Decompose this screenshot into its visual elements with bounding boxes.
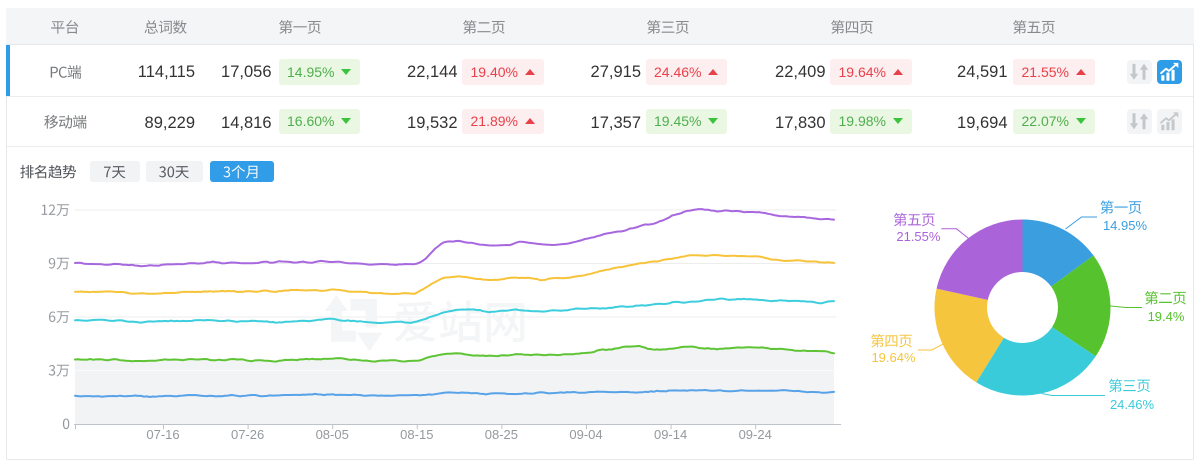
svg-text:09-14: 09-14 — [654, 427, 687, 442]
svg-text:24.46%: 24.46% — [1110, 397, 1155, 412]
svg-text:09-24: 09-24 — [739, 427, 772, 442]
svg-text:19.4%: 19.4% — [1148, 309, 1185, 324]
svg-text:09-04: 09-04 — [569, 427, 602, 442]
svg-text:08-15: 08-15 — [400, 427, 433, 442]
svg-text:14.95%: 14.95% — [1103, 218, 1148, 233]
svg-text:19.64%: 19.64% — [871, 350, 916, 365]
svg-text:08-25: 08-25 — [485, 427, 518, 442]
svg-text:21.55%: 21.55% — [896, 229, 941, 244]
svg-text:07-26: 07-26 — [231, 427, 264, 442]
svg-text:08-05: 08-05 — [316, 427, 349, 442]
svg-text:07-16: 07-16 — [146, 427, 179, 442]
